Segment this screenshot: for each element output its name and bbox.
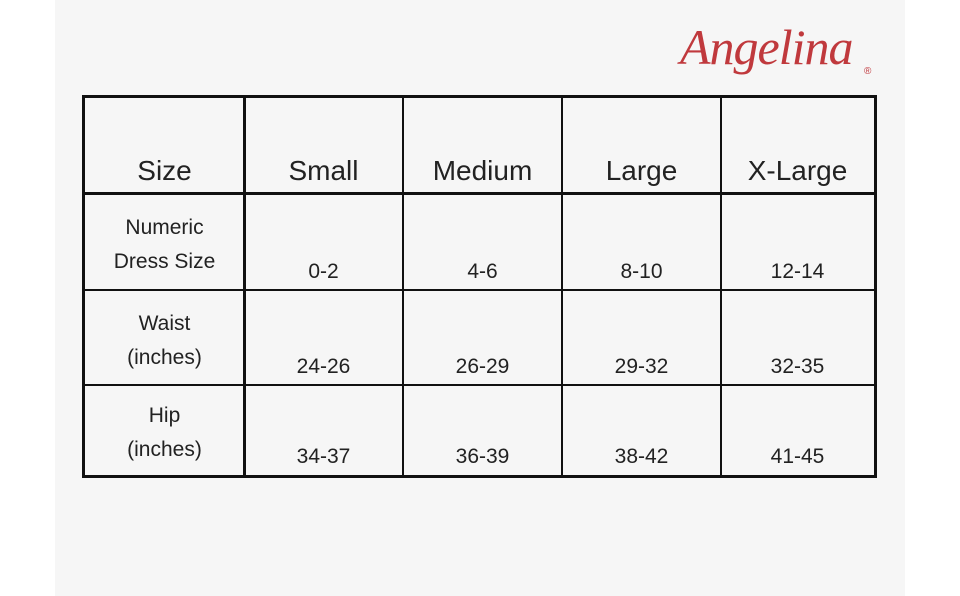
grid-line: [85, 289, 874, 291]
value-cell: 38-42: [614, 445, 669, 468]
header-cell: Large: [605, 155, 678, 186]
brand-logo: Angelina: [680, 19, 854, 75]
grid-line: [561, 98, 563, 475]
row-label-line: Hip: [148, 404, 181, 427]
value-cell: 0-2: [308, 260, 339, 283]
grid-line: [720, 98, 722, 475]
size-table: Size Small Medium Large X-Large Numeric Dress …: [82, 95, 877, 478]
value-cell: 4-6: [467, 260, 498, 283]
background-panel: [55, 0, 905, 596]
row-label: Hip (inches): [85, 385, 244, 475]
value-cell: 8-10: [620, 260, 663, 283]
value-cell: 32-35: [770, 355, 825, 378]
row-label: Waist (inches): [85, 290, 244, 385]
row-label-line: Dress Size: [113, 249, 216, 273]
header-cell: Medium: [432, 155, 533, 186]
grid-line: [85, 191, 874, 195]
value-cell: 34-37: [296, 445, 351, 468]
value-cell: 12-14: [770, 260, 825, 283]
registered-mark: ®: [864, 66, 872, 77]
row-label-line: Waist: [138, 311, 191, 335]
row-label: Numeric Dress Size: [85, 193, 244, 290]
grid-line: [402, 98, 404, 475]
header-cell: Small: [288, 155, 359, 186]
row-label-line: (inches): [127, 345, 202, 369]
row-label-line: (inches): [127, 438, 202, 461]
row-label-line: Numeric: [125, 215, 204, 239]
header-cell: X-Large: [747, 155, 848, 186]
value-cell: 26-29: [455, 355, 510, 378]
value-cell: 24-26: [296, 355, 351, 378]
grid-line: [242, 98, 246, 475]
value-cell: 29-32: [614, 355, 669, 378]
value-cell: 41-45: [770, 445, 825, 468]
header-cell: Size: [137, 155, 192, 186]
value-cell: 36-39: [455, 445, 510, 468]
grid-line: [85, 384, 874, 386]
